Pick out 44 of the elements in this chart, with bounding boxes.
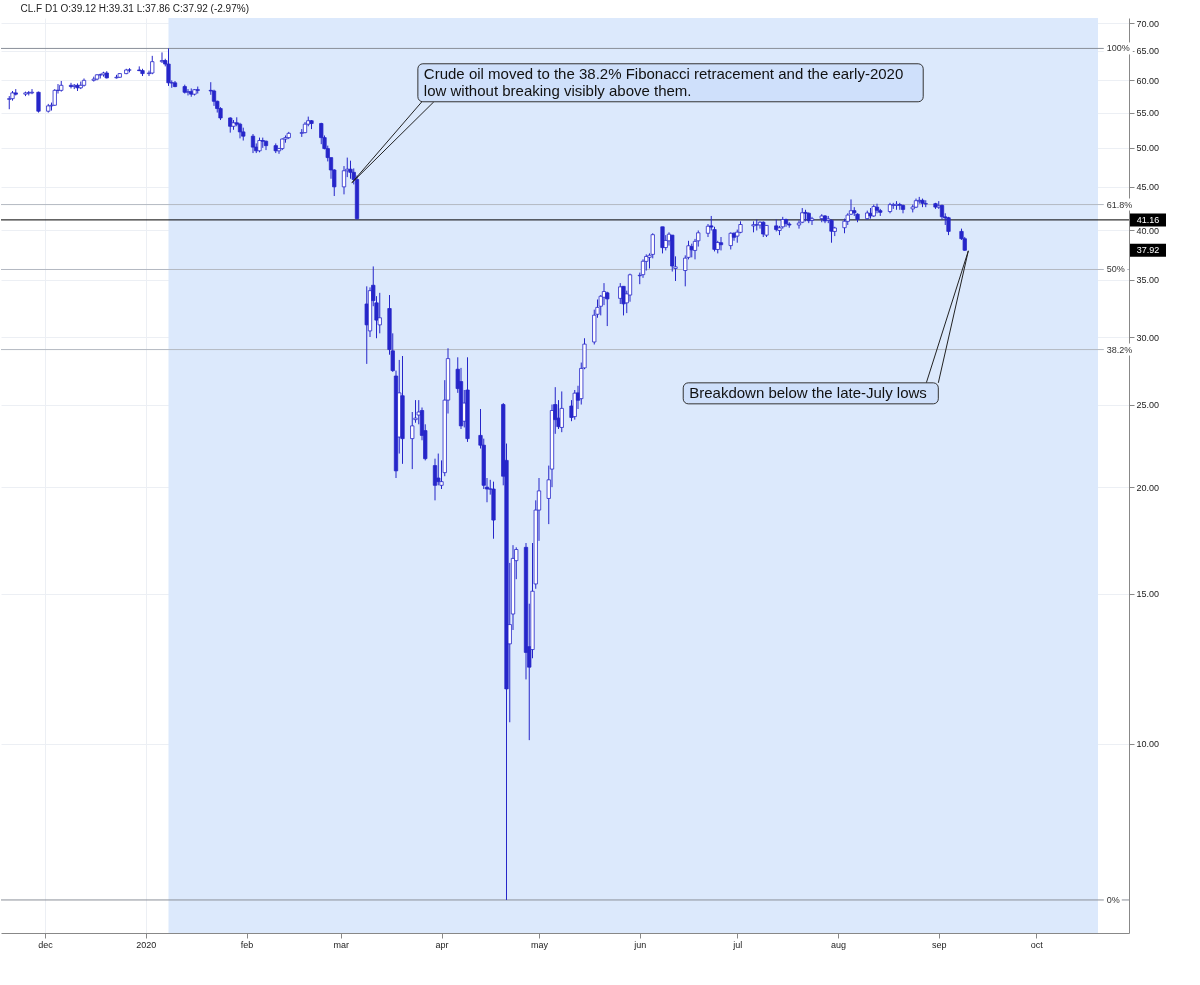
y-tick-label: 15.00 bbox=[1136, 589, 1160, 600]
candlestick bbox=[432, 458, 438, 501]
chart-title: CL.F D1 O:39.12 H:39.31 L:37.86 C:37.92 (-2.97%) bbox=[20, 3, 249, 14]
candlestick bbox=[572, 389, 577, 421]
y-tick-label: 45.00 bbox=[1136, 182, 1160, 193]
y-tick-label: 60.00 bbox=[1136, 75, 1160, 86]
annotation: 0% bbox=[1106, 894, 1120, 905]
x-tick-label: dec bbox=[38, 939, 54, 950]
y-tick-label: 20.00 bbox=[1136, 482, 1160, 493]
y-tick-label: 65.00 bbox=[1136, 46, 1160, 57]
x-tick-label: oct bbox=[1030, 939, 1044, 950]
x-tick-label: aug bbox=[830, 939, 847, 950]
annotation: Crude oil moved to the 38.2% Fibonacci retracement and the early-2020 low without breaking visibly above them. bbox=[423, 64, 904, 99]
y-tick-label: 40.00 bbox=[1136, 225, 1160, 236]
candlestick bbox=[410, 411, 415, 470]
annotation: 61.8% bbox=[1106, 199, 1133, 210]
candlestick bbox=[436, 453, 441, 486]
annotation: 100% bbox=[1106, 43, 1130, 54]
candlestick bbox=[809, 216, 815, 226]
ref-line-label: 41.16 bbox=[1136, 214, 1160, 225]
y-tick-label: 30.00 bbox=[1136, 332, 1160, 343]
candlestick bbox=[874, 203, 880, 214]
y-tick-label: 55.00 bbox=[1136, 108, 1160, 119]
annotation: Breakdown below the late-July lows bbox=[689, 383, 927, 401]
x-tick-label: feb bbox=[240, 939, 254, 950]
x-tick-label: sep bbox=[931, 939, 947, 950]
text: 37.92 bbox=[1136, 245, 1160, 256]
y-tick-label: 25.00 bbox=[1136, 400, 1160, 411]
x-tick-label: 2020 bbox=[136, 939, 157, 950]
x-tick-label: jun bbox=[633, 939, 647, 950]
x-tick-label: mar bbox=[333, 939, 349, 950]
candlestick bbox=[718, 236, 724, 251]
candlestick bbox=[621, 285, 626, 316]
annotation: 38.2% bbox=[1106, 344, 1133, 355]
y-tick-label: 50.00 bbox=[1136, 143, 1160, 154]
x-tick-label: jul bbox=[732, 939, 743, 950]
candlestick bbox=[377, 292, 382, 334]
annotation: 50% bbox=[1106, 264, 1125, 275]
y-tick-label: 70.00 bbox=[1136, 18, 1160, 29]
y-tick-label: 10.00 bbox=[1136, 739, 1160, 750]
x-tick-label: may bbox=[530, 939, 549, 950]
x-tick-label: apr bbox=[435, 939, 449, 950]
candlestick bbox=[348, 160, 353, 180]
y-tick-label: 35.00 bbox=[1136, 275, 1160, 286]
